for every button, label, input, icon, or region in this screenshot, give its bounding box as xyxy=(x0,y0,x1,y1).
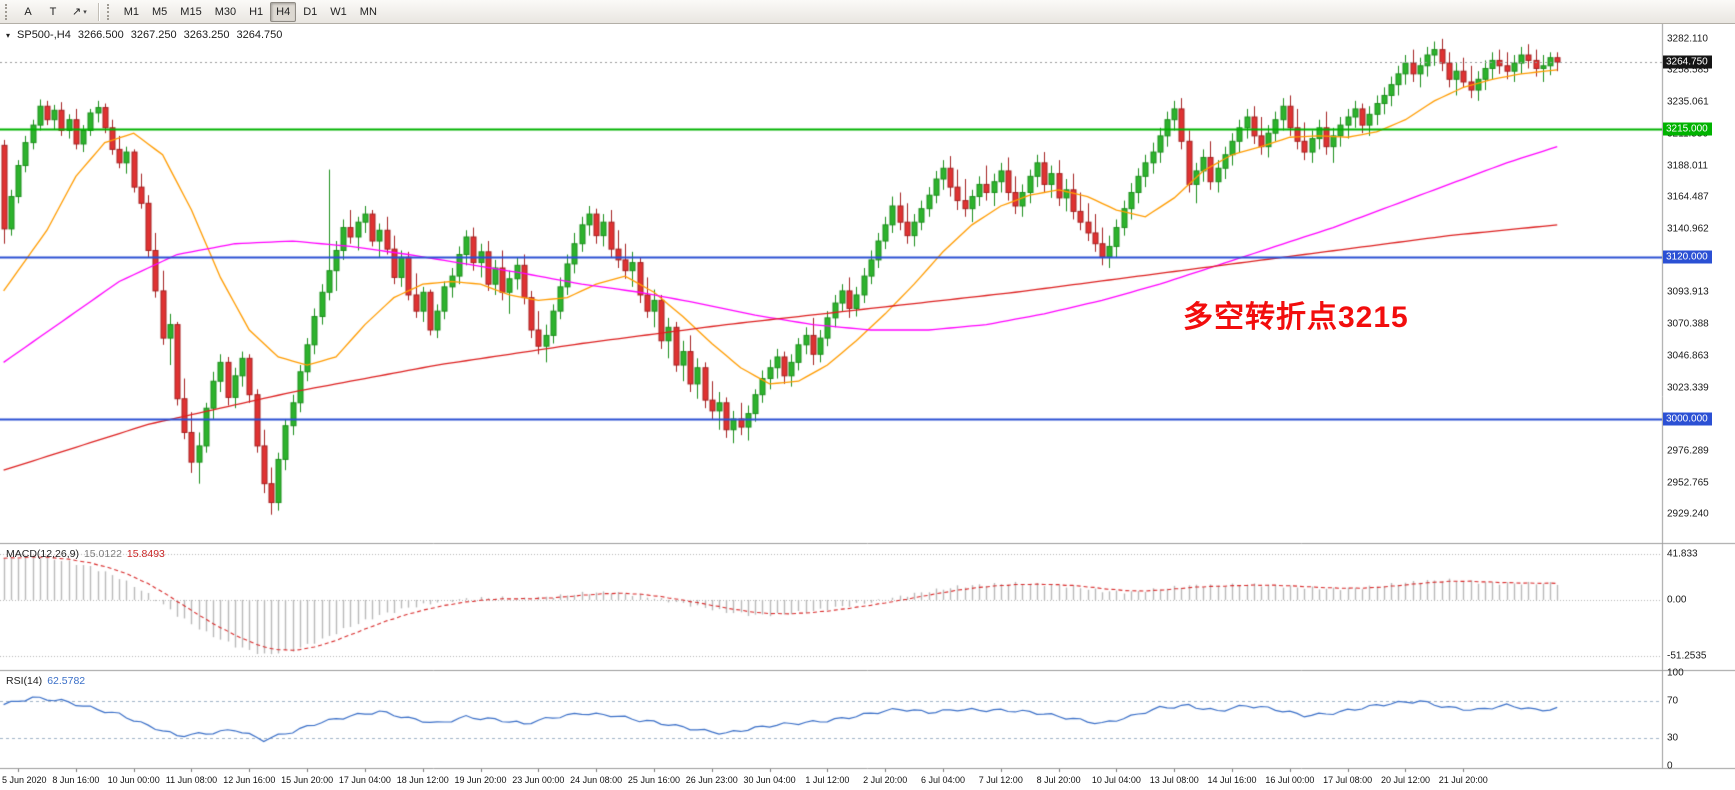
rsi-value: 62.5782 xyxy=(47,675,86,687)
text-label-tool-button[interactable]: A xyxy=(16,2,40,22)
timeframe-button-h4[interactable]: H4 xyxy=(270,1,297,22)
timeframe-button-h1[interactable]: H1 xyxy=(243,2,269,22)
macd-main-value: 15.0122 xyxy=(83,548,122,560)
ohlc-high: 3267.250 xyxy=(130,29,177,41)
timeframe-button-mn[interactable]: MN xyxy=(354,2,383,22)
timeframe-button-m30[interactable]: M30 xyxy=(209,2,242,22)
chart-header: ▾ SP500-,H4 3266.500 3267.250 3263.250 3… xyxy=(6,29,282,41)
toolbar-grip[interactable] xyxy=(5,3,10,20)
toolbar-separator xyxy=(97,2,100,21)
arrow-draw-icon: ↗ xyxy=(72,6,82,18)
macd-indicator-label: MACD(12,26,9) 15.0122 15.8493 xyxy=(6,548,165,560)
macd-title: MACD(12,26,9) xyxy=(6,548,79,560)
chart-canvas[interactable] xyxy=(0,24,1735,790)
rsi-title: RSI(14) xyxy=(6,675,43,687)
timeframe-button-d1[interactable]: D1 xyxy=(297,2,323,22)
timeframe-button-m1[interactable]: M1 xyxy=(118,2,145,22)
ohlc-open: 3266.500 xyxy=(77,29,124,41)
chart-menu-dropdown-icon[interactable]: ▾ xyxy=(6,30,11,40)
chevron-down-icon: ▾ xyxy=(83,8,87,16)
chart-annotation-text: 多空转折点3215 xyxy=(1183,301,1409,334)
toolbar-grip-2[interactable] xyxy=(106,3,112,20)
rsi-indicator-label: RSI(14) 62.5782 xyxy=(6,675,85,687)
timeframe-group: M1 M5 M15 M30 H1 H4 D1 W1 MN xyxy=(118,1,383,22)
ohlc-low: 3263.250 xyxy=(183,29,230,41)
text-tool-button[interactable]: T xyxy=(41,2,65,22)
ohlc-close: 3264.750 xyxy=(236,29,283,41)
timeframe-button-m15[interactable]: M15 xyxy=(174,2,207,22)
timeframe-button-w1[interactable]: W1 xyxy=(324,2,353,22)
chart-symbol-timeframe: SP500-,H4 xyxy=(17,29,71,41)
timeframe-button-m5[interactable]: M5 xyxy=(146,2,173,22)
shapes-tool-button[interactable]: ↗ ▾ xyxy=(66,2,93,22)
macd-signal-value: 15.8493 xyxy=(126,548,165,560)
chart-area: 3282.110 3258.585 3235.061 3211.536 3188.011… xyxy=(0,24,1735,790)
